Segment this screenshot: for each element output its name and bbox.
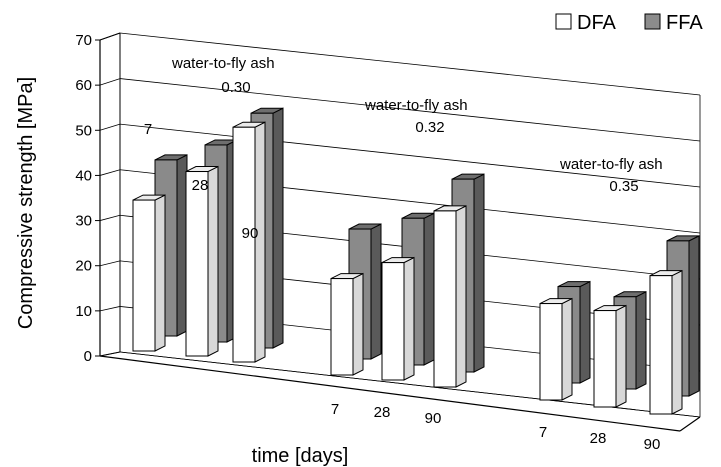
bar-dfa-g0-c0-front xyxy=(132,199,156,352)
group-annotation-label: water-to-fly ash xyxy=(171,55,275,72)
gridline xyxy=(119,32,701,96)
bar-dfa-g2-c1-front xyxy=(593,310,617,408)
bar-dfa-g0-c1-front xyxy=(185,171,209,357)
bar-dfa-g2-c0 xyxy=(539,297,573,401)
bar-dfa-g1-c0-side xyxy=(352,272,364,376)
x-tick-label: 28 xyxy=(374,404,391,421)
group-annotation-value: 0.35 xyxy=(609,178,638,195)
x-tick-label: 7 xyxy=(144,121,152,138)
bar-ffa-g2-c0-side xyxy=(579,280,591,384)
gridline xyxy=(119,123,701,188)
bar-ffa-g2-c1-side xyxy=(635,290,647,390)
bar-dfa-g2-c1-side xyxy=(615,304,627,408)
bar-dfa-g0-c2-front xyxy=(232,126,256,363)
x-tick-label: 90 xyxy=(242,225,259,242)
x-tick-label: 7 xyxy=(539,424,547,441)
y-axis-title: Compressive strength [MPa] xyxy=(15,77,37,329)
bar-dfa-g0-c1-side xyxy=(207,165,219,357)
side-gridline xyxy=(99,306,121,312)
x-tick-label: 7 xyxy=(331,401,339,418)
bar-dfa-g0-c0 xyxy=(132,194,166,352)
group-annotation-value: 0.32 xyxy=(415,119,444,136)
floor-left-edge xyxy=(99,351,121,357)
legend-swatch-ffa xyxy=(644,13,661,30)
legend-label-dfa: DFA xyxy=(577,12,617,34)
y-tick-label: 70 xyxy=(75,32,92,49)
bar-dfa-g1-c2-side xyxy=(455,205,467,388)
group-annotation-value: 0.30 xyxy=(221,79,250,96)
bar-dfa-g1-c1-front xyxy=(381,262,405,381)
bar-ffa-g1-c2-side xyxy=(473,173,485,373)
side-gridline xyxy=(99,169,121,176)
x-axis-line xyxy=(99,355,681,432)
floor-right-edge xyxy=(679,416,701,432)
group-annotation-label: water-to-fly ash xyxy=(559,156,663,173)
y-tick-label: 40 xyxy=(75,167,92,184)
x-tick-label: 28 xyxy=(192,177,209,194)
group-annotation-label: water-to-fly ash xyxy=(364,97,468,114)
bar-dfa-g0-c0-side xyxy=(154,194,166,352)
y-tick-label: 10 xyxy=(75,303,92,320)
y-tick-label: 0 xyxy=(84,348,92,365)
bar-dfa-g1-c0 xyxy=(330,272,364,376)
bar-dfa-g1-c1 xyxy=(381,256,415,381)
x-tick-label: 90 xyxy=(425,410,442,427)
chart-axes xyxy=(95,32,701,432)
bar-dfa-g1-c0-front xyxy=(330,278,354,376)
bar-dfa-g0-c2 xyxy=(232,121,266,363)
x-tick-label: 90 xyxy=(644,436,661,453)
side-gridline xyxy=(99,214,121,221)
bar-dfa-g2-c2-side xyxy=(671,269,683,415)
bar-dfa-g1-c2-front xyxy=(433,210,457,388)
x-tick-label: 28 xyxy=(590,430,607,447)
bar-dfa-g2-c2 xyxy=(649,269,683,415)
bar-dfa-g2-c2-front xyxy=(649,275,673,415)
bar-ffa-g1-c1-side xyxy=(423,212,435,366)
x-axis-title: time [days] xyxy=(252,445,349,467)
y-tick-label: 60 xyxy=(75,77,92,94)
y-tick-label: 30 xyxy=(75,213,92,230)
bar-dfa-g2-c0-side xyxy=(561,297,573,401)
bar-dfa-g2-c0-front xyxy=(539,303,563,401)
bar-dfa-g1-c1-side xyxy=(403,256,415,381)
gridline xyxy=(119,78,701,142)
side-gridline xyxy=(99,78,121,86)
y-tick-label: 50 xyxy=(75,122,92,139)
bar-dfa-g0-c1 xyxy=(185,165,219,357)
chart-labels: 0 10 20 30 40 50 60 70 7 28 90 water-to-fly ash 0.30… xyxy=(75,32,662,453)
bar-ffa-g0-c2-side xyxy=(272,107,284,349)
bar-dfa-g0-c2-side xyxy=(254,121,266,363)
side-gridline xyxy=(99,123,121,131)
side-gridline xyxy=(99,32,121,41)
y-tick-label: 20 xyxy=(75,258,92,275)
side-gridline xyxy=(99,260,121,267)
bar-ffa-g1-c0-side xyxy=(370,223,382,360)
bar-ffa-g2-c2-side xyxy=(688,235,700,397)
bar-dfa-g1-c2 xyxy=(433,205,467,388)
legend-swatch-dfa xyxy=(555,13,572,30)
legend: DFA FFA xyxy=(555,12,703,34)
legend-label-ffa: FFA xyxy=(666,12,703,34)
chart-bars xyxy=(132,107,700,415)
bar-dfa-g2-c1 xyxy=(593,304,627,408)
